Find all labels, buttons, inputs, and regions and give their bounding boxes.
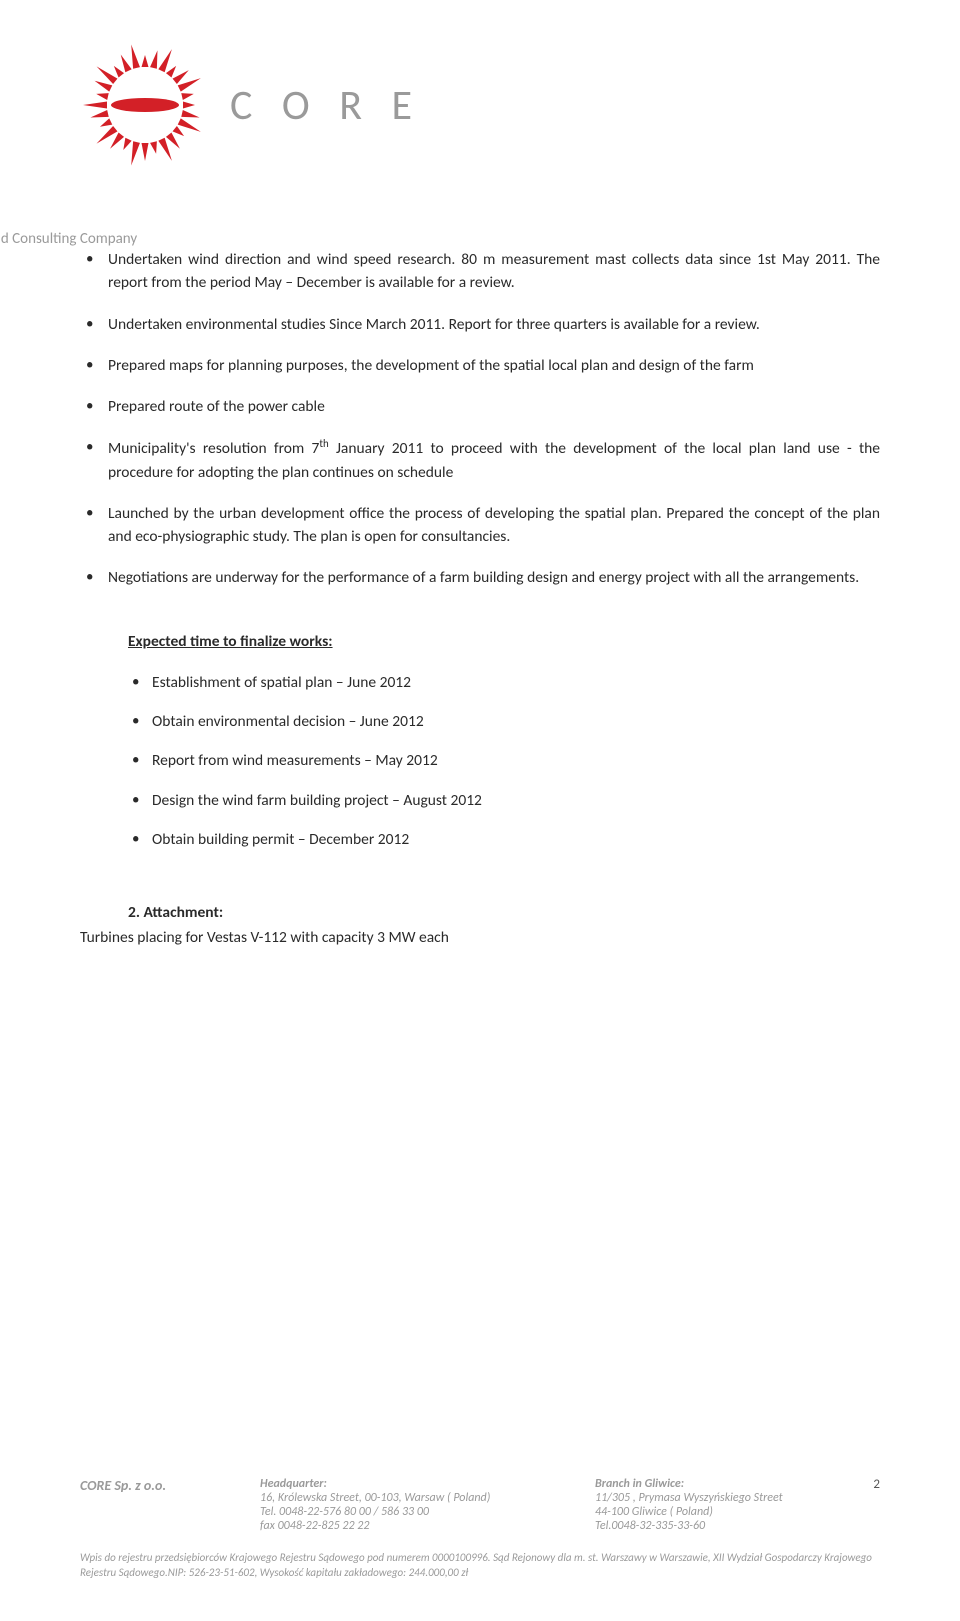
expected-item: Establishment of spatial plan – June 201… xyxy=(128,671,880,694)
content-body: Undertaken wind direction and wind speed… xyxy=(80,248,880,950)
page-number: 2 xyxy=(873,1477,880,1492)
hq-line: Tel. 0048-22-576 80 00 / 586 33 00 xyxy=(260,1505,545,1519)
logo-block: C O R E xyxy=(80,40,880,170)
footer-branch: Branch in Gliwice: 11/305 , Prymasa Wysz… xyxy=(595,1477,880,1533)
expected-item: Report from wind measurements – May 2012 xyxy=(128,749,880,772)
sunburst-logo-icon xyxy=(80,40,210,170)
bullet-item: Undertaken wind direction and wind speed… xyxy=(80,248,880,295)
branch-line: Tel.0048-32-335-33-60 xyxy=(595,1519,880,1533)
logo-text: C O R E xyxy=(230,80,422,131)
expected-item: Obtain environmental decision – June 201… xyxy=(128,710,880,733)
tagline: Business and Consulting Company xyxy=(0,230,880,248)
main-bullet-list: Undertaken wind direction and wind speed… xyxy=(80,248,880,590)
footer-columns: CORE Sp. z o.o. Headquarter: 16, Królews… xyxy=(80,1477,880,1533)
hq-line: fax 0048-22-825 22 22 xyxy=(260,1519,545,1533)
footer-headquarter: Headquarter: 16, Królewska Street, 00-10… xyxy=(260,1477,545,1533)
attachment-text: Turbines placing for Vestas V-112 with c… xyxy=(80,926,880,949)
bullet-item: Launched by the urban development office… xyxy=(80,502,880,549)
bullet-item: Negotiations are underway for the perfor… xyxy=(80,566,880,589)
branch-line: 44-100 Gliwice ( Poland) xyxy=(595,1505,880,1519)
expected-item: Design the wind farm building project – … xyxy=(128,789,880,812)
expected-item: Obtain building permit – December 2012 xyxy=(128,828,880,851)
hq-title: Headquarter: xyxy=(260,1477,545,1491)
branch-title: Branch in Gliwice: xyxy=(595,1477,880,1491)
bullet-item: Municipality's resolution from 7th Janua… xyxy=(80,436,880,484)
footer-legal: Wpis do rejestru przedsiębiorców Krajowe… xyxy=(80,1551,880,1581)
attachment-section: 2. Attachment: Turbines placing for Vest… xyxy=(128,901,880,950)
bullet-item: Prepared maps for planning purposes, the… xyxy=(80,354,880,377)
attachment-title: 2. Attachment: xyxy=(128,901,880,924)
footer-company: CORE Sp. z o.o. xyxy=(80,1477,210,1533)
branch-line: 11/305 , Prymasa Wyszyńskiego Street xyxy=(595,1491,880,1505)
bullet-item: Prepared route of the power cable xyxy=(80,395,880,418)
bullet-item: Undertaken environmental studies Since M… xyxy=(80,313,880,336)
header: C O R E Business and Consulting Company xyxy=(80,40,880,248)
hq-line: 16, Królewska Street, 00-103, Warsaw ( P… xyxy=(260,1491,545,1505)
document-page: C O R E Business and Consulting Company … xyxy=(0,0,960,990)
expected-works-list: Establishment of spatial plan – June 201… xyxy=(80,671,880,851)
page-footer: CORE Sp. z o.o. Headquarter: 16, Królews… xyxy=(80,1477,880,1581)
brand-name: C O R E xyxy=(230,80,422,131)
expected-works-title: Expected time to finalize works: xyxy=(128,630,880,653)
